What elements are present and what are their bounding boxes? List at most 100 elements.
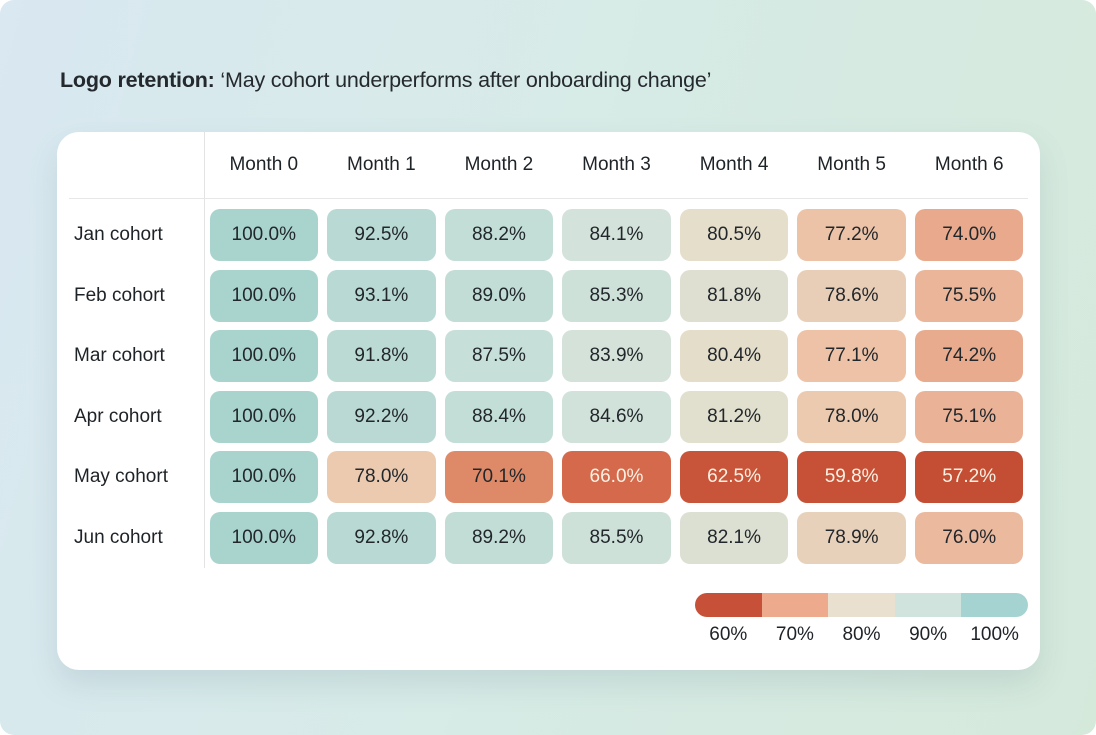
row-label: Mar cohort [69, 326, 205, 387]
heatmap-cell: 100.0% [205, 199, 323, 266]
heatmap-cell-value: 78.0% [797, 390, 906, 443]
heatmap-cell-value: 62.5% [679, 451, 789, 504]
heatmap-cell-value: 93.1% [327, 269, 436, 322]
heatmap-cell-value: 88.2% [444, 209, 554, 262]
heatmap-cell-value: 75.5% [914, 269, 1024, 322]
heatmap-cell-value: 84.1% [562, 209, 671, 262]
legend-segment [695, 593, 762, 617]
column-header: Month 3 [557, 132, 676, 199]
heatmap-cell: 84.1% [558, 199, 676, 266]
heatmap-cell: 78.6% [793, 266, 911, 327]
heatmap-cell: 80.4% [675, 326, 793, 387]
heatmap-cell: 81.8% [675, 266, 793, 327]
column-header: Month 5 [792, 132, 911, 199]
heatmap-cell-value: 80.5% [679, 209, 789, 262]
heatmap-cell-value: 88.4% [444, 390, 554, 443]
row-label: Apr cohort [69, 386, 205, 447]
heatmap-cell: 57.2% [910, 447, 1028, 508]
heatmap-cell-value: 57.2% [914, 451, 1024, 504]
heatmap-cell-value: 59.8% [797, 451, 906, 504]
heatmap-cell-value: 70.1% [444, 451, 554, 504]
heatmap-cell-value: 78.6% [797, 269, 906, 322]
heatmap-cell: 100.0% [205, 266, 323, 327]
heatmap-cell: 75.1% [910, 387, 1028, 448]
heatmap-cell-value: 66.0% [562, 451, 671, 504]
legend-tick-label: 80% [842, 624, 881, 645]
heatmap-cell-value: 80.4% [679, 330, 789, 383]
legend-segment [828, 593, 895, 617]
row-label: Jun cohort [69, 507, 205, 568]
heatmap-cell: 84.6% [558, 387, 676, 448]
heatmap-cell-value: 92.2% [327, 390, 436, 443]
column-header: Month 2 [440, 132, 558, 199]
heatmap-cell-value: 84.6% [562, 390, 671, 443]
heatmap-cell-value: 89.0% [444, 269, 554, 322]
legend-segment [761, 593, 829, 617]
heatmap-cell: 100.0% [205, 508, 323, 569]
row-label: Jan cohort [69, 199, 205, 266]
heatmap-cell-value: 77.1% [797, 330, 906, 383]
legend-tick-label: 100% [970, 624, 1019, 645]
heatmap-cell-value: 85.5% [562, 511, 671, 564]
heatmap-cell-value: 81.8% [679, 269, 789, 322]
legend-tick-label: 70% [775, 624, 814, 645]
heatmap-cell-value: 77.2% [797, 209, 906, 262]
legend-segment [894, 593, 962, 617]
heatmap-cell-value: 78.0% [327, 451, 436, 504]
heatmap-cell: 85.3% [558, 266, 676, 327]
legend-segment [961, 593, 1028, 617]
heatmap-cell: 80.5% [675, 199, 793, 266]
color-legend: 60% 70% 80% 90% 100% [695, 593, 1028, 646]
heatmap-cell: 91.8% [323, 326, 441, 387]
heatmap-cell: 92.2% [323, 387, 441, 448]
page-title-quote: ‘May cohort underperforms after onboardi… [214, 68, 712, 92]
heatmap-cell: 89.2% [440, 508, 558, 569]
heatmap-cell: 89.0% [440, 266, 558, 327]
heatmap-cell: 100.0% [205, 447, 323, 508]
heatmap-cell: 70.1% [440, 447, 558, 508]
heatmap-cell-value: 74.0% [914, 209, 1024, 262]
column-header: Month 0 [205, 132, 323, 199]
heatmap-cell-value: 100.0% [209, 511, 319, 564]
heatmap-cell-value: 81.2% [679, 390, 789, 443]
heatmap-cell: 74.2% [910, 326, 1028, 387]
heatmap-cell-value: 76.0% [914, 511, 1024, 564]
legend-labels: 60% 70% 80% 90% 100% [695, 624, 1028, 646]
heatmap-cell: 92.8% [323, 508, 441, 569]
page-title: Logo retention: ‘May cohort underperform… [60, 68, 711, 93]
heatmap-cell: 66.0% [558, 447, 676, 508]
row-label: May cohort [69, 447, 205, 508]
heatmap-cell-value: 100.0% [209, 451, 319, 504]
heatmap-cell: 82.1% [675, 508, 793, 569]
heatmap-cell: 59.8% [793, 447, 911, 508]
heatmap-cell-value: 100.0% [209, 269, 319, 322]
column-header: Month 6 [910, 132, 1028, 199]
heatmap-cell: 62.5% [675, 447, 793, 508]
legend-tick-label: 60% [709, 624, 748, 645]
heatmap-cell: 85.5% [558, 508, 676, 569]
heatmap-cell: 88.2% [440, 199, 558, 266]
heatmap-cell: 74.0% [910, 199, 1028, 266]
heatmap-cell-value: 87.5% [444, 330, 554, 383]
heatmap-cell-value: 100.0% [209, 330, 319, 383]
heatmap-cell-value: 78.9% [797, 511, 906, 564]
heatmap-cell: 93.1% [323, 266, 441, 327]
heatmap-cell-value: 100.0% [209, 390, 319, 443]
heatmap-cell-value: 85.3% [562, 269, 671, 322]
heatmap-cell-value: 89.2% [444, 511, 554, 564]
heatmap-cell-value: 92.8% [327, 511, 436, 564]
heatmap-cell: 92.5% [323, 199, 441, 266]
row-label: Feb cohort [69, 265, 205, 326]
heatmap-cell: 83.9% [558, 326, 676, 387]
heatmap-cell: 75.5% [910, 266, 1028, 327]
heatmap-table: Month 0 Month 1 Month 2 Month 3 Month 4 Month… [69, 132, 1028, 568]
heatmap-cell-value: 74.2% [914, 330, 1024, 383]
heatmap-cell-value: 91.8% [327, 330, 436, 383]
heatmap-cell-value: 83.9% [562, 330, 671, 383]
heatmap-cell: 77.2% [793, 199, 911, 266]
heatmap-cell: 76.0% [910, 508, 1028, 569]
table-corner-cell [69, 132, 205, 199]
legend-tick-label: 90% [909, 624, 948, 645]
column-header: Month 4 [675, 132, 793, 199]
heatmap-cell: 78.0% [323, 447, 441, 508]
